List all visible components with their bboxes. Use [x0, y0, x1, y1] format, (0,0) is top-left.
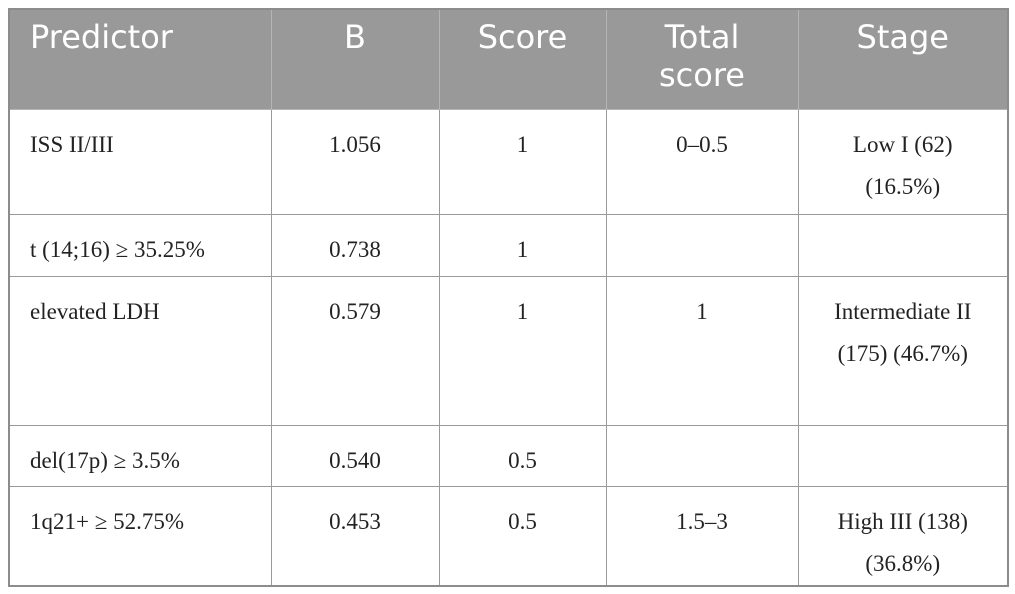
- table-row: 1q21+ ≥ 52.75% 0.453 0.5 1.5–3 High III (138…: [8, 485, 1009, 587]
- table-cell: High III (138) (36.8%): [797, 485, 1009, 587]
- table-body: ISS II/III 1.056 1 0–0.5 Low I (62) (16.5%) t…: [8, 108, 1009, 587]
- table-cell: 0.738: [270, 213, 440, 277]
- table-cell: [797, 424, 1009, 487]
- table-cell: 0–0.5: [605, 108, 799, 215]
- table-cell: 1: [438, 275, 607, 426]
- header-cell: Score: [438, 8, 607, 110]
- table-container: Predictor B Score Total score Stage ISS II/I…: [8, 8, 1009, 587]
- table-cell: 1.5–3: [605, 485, 799, 587]
- table-cell: [605, 424, 799, 487]
- table-cell: 0.540: [270, 424, 440, 487]
- table-cell: 0.5: [438, 424, 607, 487]
- header-cell: Stage: [797, 8, 1009, 110]
- table-cell: ISS II/III: [8, 108, 272, 215]
- table-cell: 0.5: [438, 485, 607, 587]
- table-cell: 0.453: [270, 485, 440, 587]
- data-table: Predictor B Score Total score Stage ISS II/I…: [8, 8, 1009, 587]
- table-cell: 0.579: [270, 275, 440, 426]
- table-cell: 1: [438, 213, 607, 277]
- table-row: t (14;16) ≥ 35.25% 0.738 1: [8, 213, 1009, 277]
- table-row: del(17p) ≥ 3.5% 0.540 0.5: [8, 424, 1009, 487]
- table-cell: elevated LDH: [8, 275, 272, 426]
- table-cell: t (14;16) ≥ 35.25%: [8, 213, 272, 277]
- table-cell: 1: [605, 275, 799, 426]
- table-cell: 1q21+ ≥ 52.75%: [8, 485, 272, 587]
- header-cell: B: [270, 8, 440, 110]
- header-cell: Predictor: [8, 8, 272, 110]
- table-cell: [605, 213, 799, 277]
- table-row: ISS II/III 1.056 1 0–0.5 Low I (62) (16.5%): [8, 108, 1009, 215]
- header-cell: Total score: [605, 8, 799, 110]
- table-row: elevated LDH 0.579 1 1 Intermediate II (175)…: [8, 275, 1009, 426]
- table-cell: [797, 213, 1009, 277]
- table-cell: del(17p) ≥ 3.5%: [8, 424, 272, 487]
- table-cell: 1.056: [270, 108, 440, 215]
- header-row: Predictor B Score Total score Stage: [8, 8, 1009, 110]
- table-cell: Low I (62) (16.5%): [797, 108, 1009, 215]
- table-cell: Intermediate II (175) (46.7%): [797, 275, 1009, 426]
- table-cell: 1: [438, 108, 607, 215]
